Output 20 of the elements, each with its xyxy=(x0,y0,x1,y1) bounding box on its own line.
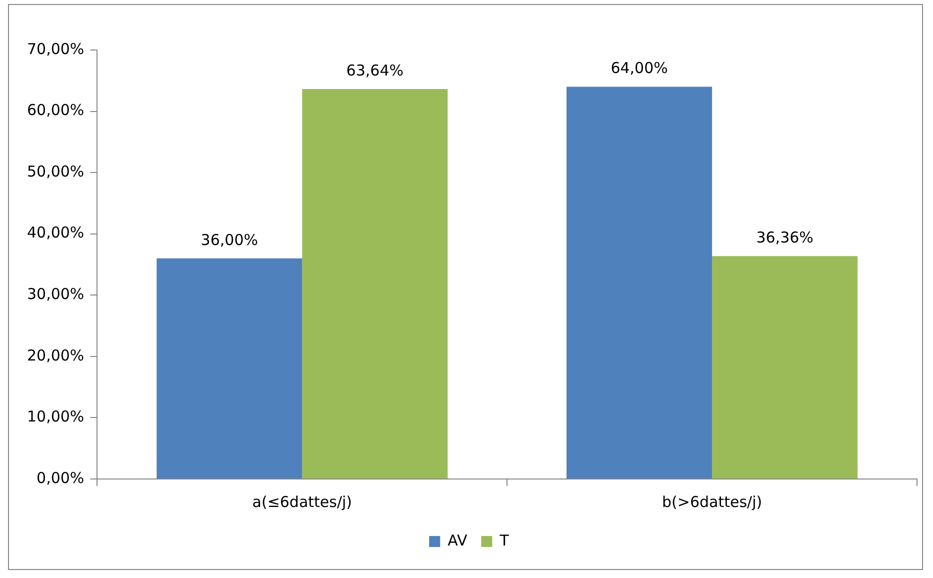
y-tick-label: 40,00% xyxy=(26,224,84,242)
bar xyxy=(712,256,858,478)
x-tick-label: b(>6dattes/j) xyxy=(662,492,762,511)
y-tick-label: 30,00% xyxy=(26,285,84,304)
y-tick-label: 50,00% xyxy=(26,162,84,180)
y-tick-label: 10,00% xyxy=(26,408,84,426)
bar xyxy=(302,88,448,478)
y-tick-label: 70,00% xyxy=(26,40,84,58)
data-label: 36,00% xyxy=(200,230,258,249)
legend-label: T xyxy=(498,531,510,550)
bar xyxy=(156,258,302,478)
bar xyxy=(566,86,712,478)
x-tick-label: a(≤6dattes/j) xyxy=(252,492,352,511)
data-label: 63,64% xyxy=(346,61,404,80)
data-label: 64,00% xyxy=(610,59,668,78)
y-tick-label: 60,00% xyxy=(26,101,84,120)
y-tick-label: 20,00% xyxy=(26,346,84,364)
data-label: 36,36% xyxy=(756,228,814,247)
y-tick-label: 0,00% xyxy=(36,468,84,487)
legend-label: AV xyxy=(448,531,468,550)
